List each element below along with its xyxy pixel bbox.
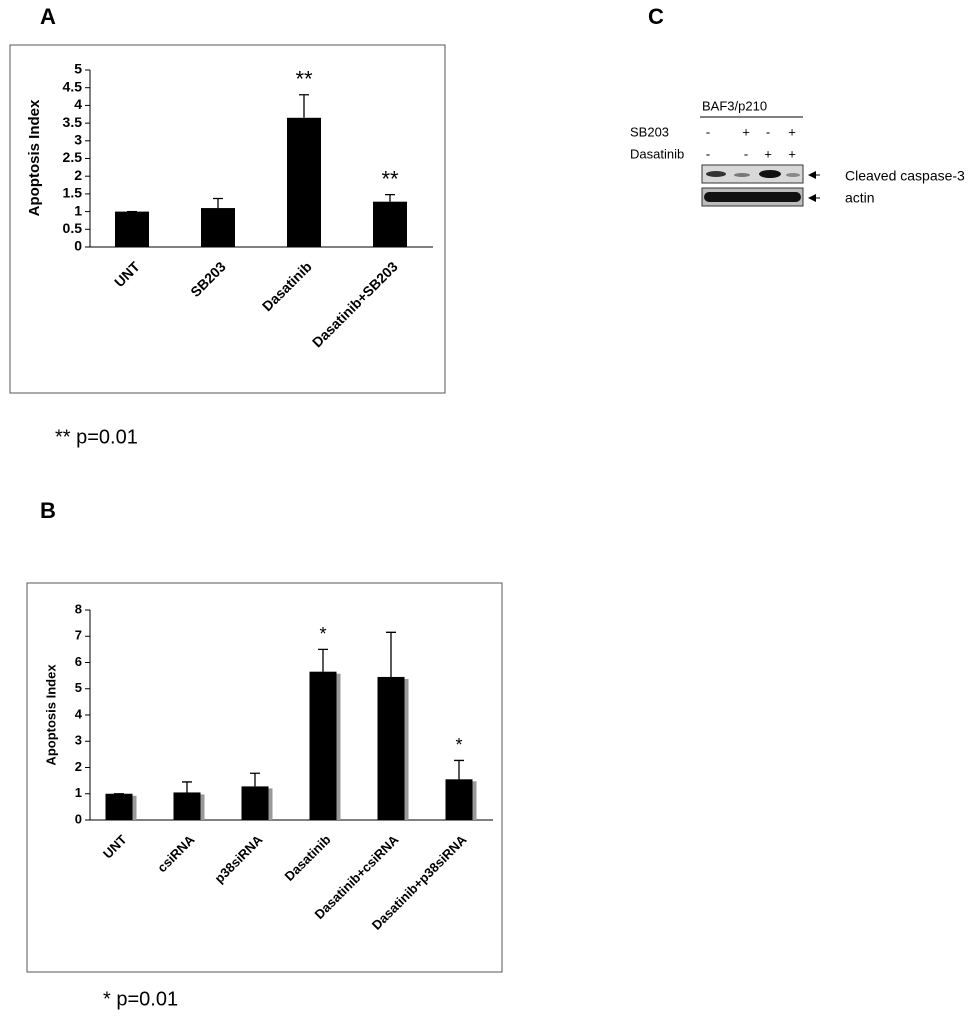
y-tick-label: 4.5 (63, 78, 83, 94)
y-tick-label: 2 (75, 759, 82, 774)
sign: + (742, 124, 750, 139)
error-bar (213, 197, 223, 209)
bar (309, 671, 337, 820)
y-tick-label: 4 (75, 706, 83, 721)
sign: + (788, 146, 796, 161)
x-tick-label: p38siRNA (212, 832, 266, 886)
sign: + (788, 124, 796, 139)
y-tick-label: 3 (74, 132, 82, 148)
error-bar (318, 648, 328, 672)
x-tick-label: UNT (111, 258, 143, 290)
bar (201, 208, 235, 247)
annotation: * (455, 735, 462, 755)
sign: - (766, 124, 770, 139)
annotation: ** (295, 67, 313, 92)
x-tick-label: SB203 (187, 258, 229, 300)
bar (377, 676, 405, 820)
band (759, 170, 781, 178)
x-tick-label: UNT (100, 832, 130, 862)
note: ** p=0.01 (55, 426, 138, 448)
row-label: SB203 (630, 124, 669, 139)
y-axis-label: Apoptosis Index (26, 99, 43, 216)
y-tick-label: 8 (75, 601, 82, 616)
y-tick-label: 5 (74, 61, 82, 77)
frame-a (9, 44, 446, 394)
sign: - (744, 146, 748, 161)
y-tick-label: 3 (75, 733, 82, 748)
error-bar (386, 631, 396, 677)
y-tick-label: 2.5 (63, 149, 83, 165)
error-bar (299, 94, 309, 118)
sign: - (706, 146, 710, 161)
sign: + (764, 146, 772, 161)
y-tick-label: 6 (75, 654, 82, 669)
band (706, 171, 726, 177)
y-tick-label: 7 (75, 628, 82, 643)
bar (115, 211, 149, 247)
error-bar (454, 759, 464, 780)
y-tick-label: 5 (75, 680, 82, 695)
y-tick-label: 3.5 (63, 114, 83, 130)
y-tick-label: 0 (75, 811, 82, 826)
y-tick-label: 1 (75, 785, 82, 800)
arrow-head (808, 171, 816, 179)
band-label: actin (845, 190, 875, 206)
frame-b (26, 582, 503, 973)
row-label: Dasatinib (630, 146, 684, 161)
arrow-head (808, 194, 816, 202)
x-tick-label: Dasatinib (259, 258, 315, 314)
bar (445, 779, 473, 820)
blot-band (701, 164, 804, 184)
error-bar (385, 193, 395, 202)
band (704, 192, 801, 202)
error-bar (182, 781, 192, 793)
bar (241, 786, 269, 820)
band (786, 173, 800, 177)
bar (173, 792, 201, 820)
x-tick-label: csiRNA (154, 832, 198, 876)
cell-line: BAF3/p210 (702, 98, 767, 113)
y-tick-label: 0 (74, 238, 82, 254)
bar (287, 117, 321, 247)
sign: - (706, 124, 710, 139)
band-label: Cleaved caspase-3 (845, 168, 965, 184)
band (734, 173, 750, 177)
y-tick-label: 0.5 (63, 220, 83, 236)
y-tick-label: 4 (74, 96, 82, 112)
annotation: ** (381, 166, 399, 191)
panel-label: A (40, 4, 56, 29)
panel-label: B (40, 498, 56, 523)
y-tick-label: 1.5 (63, 185, 83, 201)
error-bar (250, 772, 260, 787)
panel-label: C (648, 4, 664, 29)
x-tick-label: Dasatinib+SB203 (309, 258, 401, 350)
y-tick-label: 2 (74, 167, 82, 183)
bar (105, 793, 133, 820)
bar (373, 201, 407, 247)
annotation: * (319, 624, 326, 644)
y-tick-label: 1 (74, 202, 82, 218)
note: * p=0.01 (103, 988, 178, 1010)
x-tick-label: Dasatinib (282, 832, 334, 884)
y-axis-label: Apoptosis Index (43, 664, 58, 766)
